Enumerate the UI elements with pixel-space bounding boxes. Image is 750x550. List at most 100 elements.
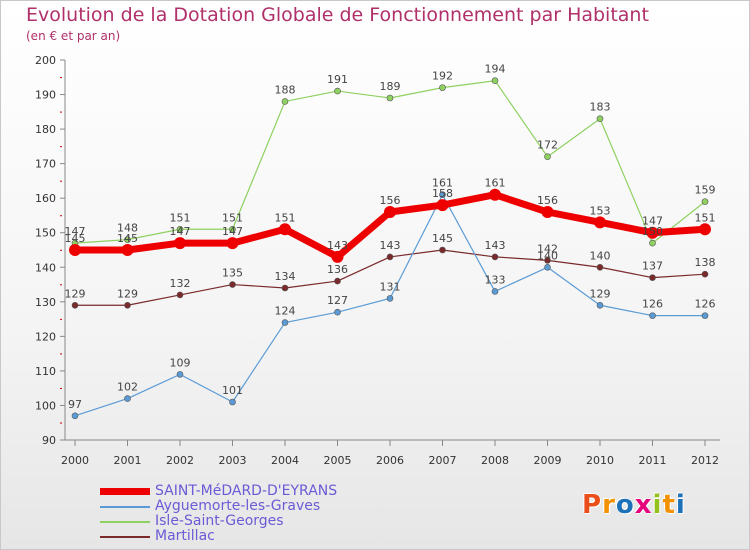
data-label-ayguemorte: 129	[590, 287, 611, 300]
x-tick-label: 2000	[61, 454, 89, 467]
point-martillac	[596, 263, 604, 271]
point-saint-medard	[384, 206, 396, 218]
point-ayguemorte	[71, 412, 79, 420]
point-isle-saint-georges	[281, 98, 289, 105]
point-ayguemorte	[334, 308, 341, 316]
point-martillac	[124, 301, 131, 309]
data-label-martillac: 135	[222, 267, 243, 280]
data-label-ayguemorte: 101	[222, 384, 243, 397]
y-tick-label: 130	[35, 296, 56, 309]
point-isle-saint-georges	[124, 236, 131, 243]
point-martillac	[491, 253, 499, 261]
data-label-martillac: 132	[170, 277, 191, 290]
y-tick-label: 100	[35, 399, 56, 412]
data-label-ayguemorte: 102	[117, 381, 138, 394]
point-ayguemorte	[491, 288, 499, 295]
point-ayguemorte	[281, 319, 289, 326]
point-saint-medard	[174, 237, 186, 250]
data-label-ayguemorte: 97	[68, 398, 82, 411]
point-saint-medard	[699, 223, 711, 236]
data-label-saint-medard: 151	[275, 211, 296, 224]
data-label-isle-saint-georges: 192	[432, 70, 453, 83]
data-label-saint-medard: 153	[590, 204, 611, 217]
y-tick-label: 170	[35, 158, 56, 171]
chart-title: Evolution de la Dotation Globale de Fonc…	[26, 4, 649, 26]
legend-label-martillac: Martillac	[155, 528, 215, 544]
data-label-saint-medard: 156	[537, 194, 558, 207]
point-isle-saint-georges	[334, 87, 341, 95]
data-label-martillac: 129	[117, 287, 138, 300]
x-tick-label: 2001	[114, 454, 142, 467]
point-saint-medard	[646, 226, 659, 239]
x-tick-label: 2002	[166, 454, 194, 467]
data-label-ayguemorte: 126	[695, 298, 716, 311]
point-martillac	[281, 284, 289, 292]
data-label-saint-medard: 147	[170, 225, 191, 238]
legend-label-ayguemorte: Ayguemorte-les-Graves	[155, 498, 321, 514]
y-tick-label: 160	[35, 192, 56, 205]
point-ayguemorte	[596, 301, 604, 309]
point-isle-saint-georges	[491, 77, 499, 85]
legend-swatch-isle-saint-georges	[100, 521, 150, 523]
point-isle-saint-georges	[649, 239, 656, 247]
point-ayguemorte	[124, 395, 131, 402]
y-tick-label: 140	[35, 261, 56, 274]
data-label-isle-saint-georges: 183	[590, 101, 611, 114]
data-label-isle-saint-georges: 172	[537, 139, 558, 152]
point-martillac	[176, 291, 184, 299]
point-saint-medard	[594, 216, 606, 229]
data-label-isle-saint-georges: 147	[65, 225, 86, 238]
data-label-isle-saint-georges: 194	[485, 63, 506, 76]
point-saint-medard	[331, 250, 344, 263]
point-saint-medard	[489, 188, 501, 201]
x-tick-label: 2004	[271, 454, 299, 467]
legend-swatch-martillac	[100, 536, 150, 538]
point-ayguemorte	[544, 263, 551, 271]
y-tick-label: 110	[35, 365, 56, 378]
data-label-saint-medard: 156	[380, 194, 401, 207]
y-tick-label: 180	[35, 123, 56, 136]
data-label-ayguemorte: 140	[537, 249, 558, 262]
data-label-martillac: 129	[65, 287, 86, 300]
point-saint-medard	[226, 237, 239, 250]
point-isle-saint-georges	[596, 115, 604, 123]
point-isle-saint-georges	[701, 198, 709, 205]
data-label-saint-medard: 151	[695, 211, 716, 224]
point-martillac	[649, 274, 656, 281]
x-tick-label: 2008	[481, 454, 509, 467]
x-tick-label: 2003	[219, 454, 247, 467]
data-label-ayguemorte: 131	[380, 280, 401, 293]
y-tick-label: 200	[35, 54, 56, 67]
data-label-martillac: 143	[380, 239, 401, 252]
point-ayguemorte	[229, 398, 236, 406]
legend-swatch-saint-medard	[100, 488, 150, 495]
point-martillac	[386, 253, 394, 261]
data-label-saint-medard: 143	[327, 239, 348, 252]
x-tick-label: 2006	[376, 454, 404, 467]
legend-label-saint-medard: SAINT-MéDARD-D'EYRANS	[155, 483, 338, 499]
data-label-saint-medard: 145	[65, 232, 86, 245]
data-label-ayguemorte: 161	[432, 177, 453, 190]
point-martillac	[701, 270, 709, 278]
legend-swatch-ayguemorte	[100, 506, 150, 508]
point-martillac	[439, 246, 446, 254]
data-label-ayguemorte: 109	[170, 356, 191, 369]
data-label-martillac: 136	[327, 263, 348, 276]
data-label-ayguemorte: 127	[327, 294, 348, 307]
point-isle-saint-georges	[229, 225, 236, 233]
data-label-saint-medard: 145	[117, 232, 138, 245]
x-tick-label: 2007	[429, 454, 457, 467]
data-label-ayguemorte: 133	[485, 273, 506, 286]
y-tick-label: 190	[35, 89, 56, 102]
x-tick-label: 2005	[324, 454, 352, 467]
data-label-martillac: 140	[590, 249, 611, 262]
y-tick-label: 150	[35, 227, 56, 240]
data-label-isle-saint-georges: 159	[695, 184, 716, 197]
point-ayguemorte	[439, 191, 446, 199]
point-isle-saint-georges	[176, 225, 184, 233]
point-ayguemorte	[649, 312, 656, 319]
point-ayguemorte	[176, 371, 184, 378]
proxiti-logo: Proxiti	[582, 490, 686, 520]
